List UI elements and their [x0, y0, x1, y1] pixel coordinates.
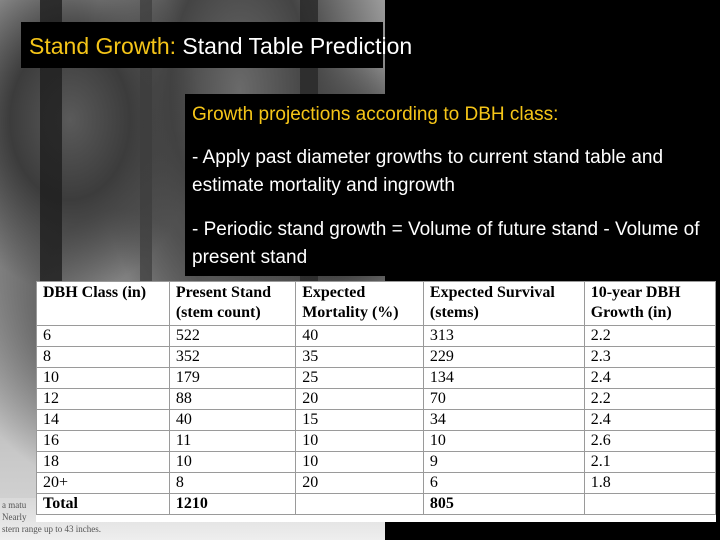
bullet-1: - Apply past diameter growths to current…: [192, 147, 664, 196]
cell-dbh: 20+: [36, 472, 170, 494]
photo-caption-line-3: stern range up to 43 inches.: [2, 524, 101, 534]
photo-caption-line-1: a matu: [2, 500, 27, 510]
cell-present: 522: [168, 325, 297, 347]
table-row: 6 522 40 313 2.2: [36, 325, 717, 347]
table-row: 18 10 10 9 2.1: [36, 451, 717, 473]
cell-present: 11: [168, 430, 297, 452]
cell-growth: 2.3: [583, 346, 717, 368]
cell-dbh: 10: [36, 367, 170, 389]
cell-mortality: 25: [295, 367, 424, 389]
cell-mortality: 20: [295, 472, 424, 494]
cell-survival: 229: [422, 346, 585, 368]
photo-caption-line-2: Nearly: [2, 512, 27, 522]
cell-growth: 2.6: [583, 430, 717, 452]
cell-dbh: 12: [36, 388, 170, 410]
cell-present: 179: [168, 367, 297, 389]
header-dbh-class: DBH Class (in): [36, 281, 170, 326]
total-survival: 805: [422, 493, 585, 515]
table-row: 14 40 15 34 2.4: [36, 409, 717, 431]
table-header-row: DBH Class (in) Present Stand (stem count…: [36, 281, 717, 326]
cell-present: 8: [168, 472, 297, 494]
table-row: 20+ 8 20 6 1.8: [36, 472, 717, 494]
cell-present: 40: [168, 409, 297, 431]
cell-mortality: 20: [295, 388, 424, 410]
stand-table-grid: DBH Class (in) Present Stand (stem count…: [36, 281, 717, 515]
cell-mortality: 10: [295, 451, 424, 473]
cell-survival: 34: [422, 409, 585, 431]
cell-survival: 9: [422, 451, 585, 473]
cell-growth: 2.2: [583, 325, 717, 347]
title-accent: Stand Growth:: [29, 33, 177, 59]
header-dbh-growth: 10-year DBH Growth (in): [583, 281, 717, 326]
cell-mortality: 35: [295, 346, 424, 368]
content-block: Growth projections according to DBH clas…: [185, 94, 720, 276]
stand-table: DBH Class (in) Present Stand (stem count…: [36, 281, 717, 522]
cell-growth: 2.1: [583, 451, 717, 473]
cell-present: 352: [168, 346, 297, 368]
cell-growth: 2.4: [583, 409, 717, 431]
total-growth: [583, 493, 717, 515]
total-present: 1210: [168, 493, 297, 515]
cell-dbh: 18: [36, 451, 170, 473]
cell-survival: 6: [422, 472, 585, 494]
cell-dbh: 14: [36, 409, 170, 431]
cell-dbh: 8: [36, 346, 170, 368]
total-label: Total: [36, 493, 170, 515]
title-rest: Stand Table Prediction: [176, 33, 413, 59]
cell-mortality: 40: [295, 325, 424, 347]
table-row: 10 179 25 134 2.4: [36, 367, 717, 389]
cell-growth: 2.2: [583, 388, 717, 410]
header-present-stand: Present Stand (stem count): [168, 281, 297, 326]
slide-title: Stand Growth: Stand Table Prediction: [29, 31, 412, 61]
header-expected-mortality: Expected Mortality (%): [295, 281, 424, 326]
cell-growth: 2.4: [583, 367, 717, 389]
table-total-row: Total 1210 805: [36, 493, 717, 515]
cell-growth: 1.8: [583, 472, 717, 494]
table-row: 8 352 35 229 2.3: [36, 346, 717, 368]
cell-survival: 10: [422, 430, 585, 452]
header-expected-survival: Expected Survival (stems): [422, 281, 585, 326]
bullet-2: - Periodic stand growth = Volume of futu…: [192, 219, 700, 268]
content-heading: Growth projections according to DBH clas…: [192, 104, 559, 125]
cell-present: 10: [168, 451, 297, 473]
cell-present: 88: [168, 388, 297, 410]
cell-dbh: 6: [36, 325, 170, 347]
cell-dbh: 16: [36, 430, 170, 452]
cell-mortality: 10: [295, 430, 424, 452]
table-row: 16 11 10 10 2.6: [36, 430, 717, 452]
title-box: [21, 22, 383, 68]
total-mortality: [295, 493, 424, 515]
table-row: 12 88 20 70 2.2: [36, 388, 717, 410]
cell-survival: 134: [422, 367, 585, 389]
cell-survival: 70: [422, 388, 585, 410]
cell-survival: 313: [422, 325, 585, 347]
cell-mortality: 15: [295, 409, 424, 431]
